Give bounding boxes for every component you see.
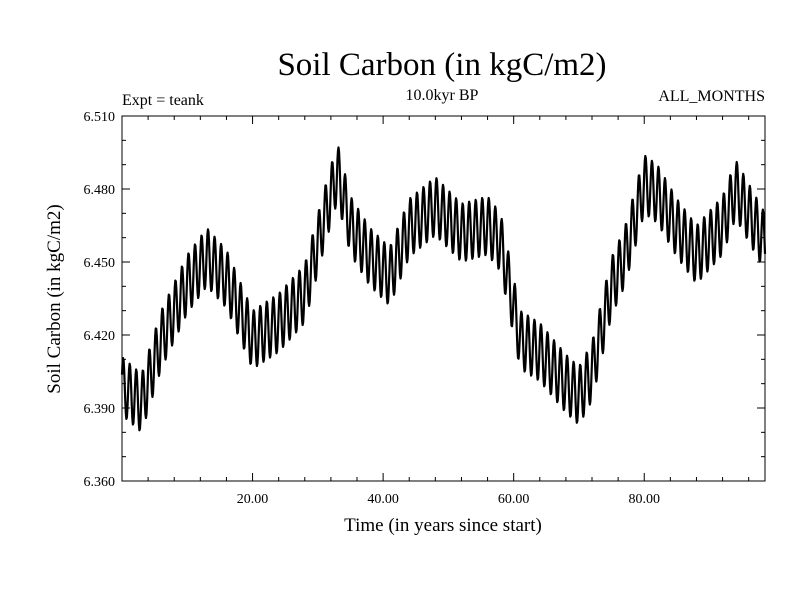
chart-title: Soil Carbon (in kgC/m2): [277, 47, 606, 83]
x-tick-label: 60.00: [498, 492, 530, 507]
x-axis-label: Time (in years since start): [344, 515, 542, 536]
x-tick-label: 40.00: [367, 492, 399, 507]
series-line-soil-carbon: [120, 146, 767, 432]
y-tick-label: 6.420: [84, 329, 116, 344]
period-label: ALL_MONTHS: [658, 88, 765, 105]
experiment-label: Expt = teank: [122, 92, 204, 109]
y-tick-label: 6.510: [84, 110, 116, 125]
plot-frame: [121, 115, 766, 482]
y-tick-label: 6.390: [84, 402, 116, 417]
x-tick-label: 80.00: [628, 492, 660, 507]
y-tick-label: 6.360: [84, 475, 116, 490]
data-group: [120, 146, 767, 432]
chart-subtitle: 10.0kyr BP: [406, 87, 479, 104]
x-tick-label: 20.00: [237, 492, 269, 507]
y-tick-label: 6.450: [84, 256, 116, 271]
axes-group: 6.360 6.390 6.420 6.450 6.480 6.510 20.00 40.00…: [84, 110, 766, 507]
y-tick-label: 6.480: [84, 183, 116, 198]
y-axis-label: Soil Carbon (in kgC/m2): [44, 204, 65, 393]
